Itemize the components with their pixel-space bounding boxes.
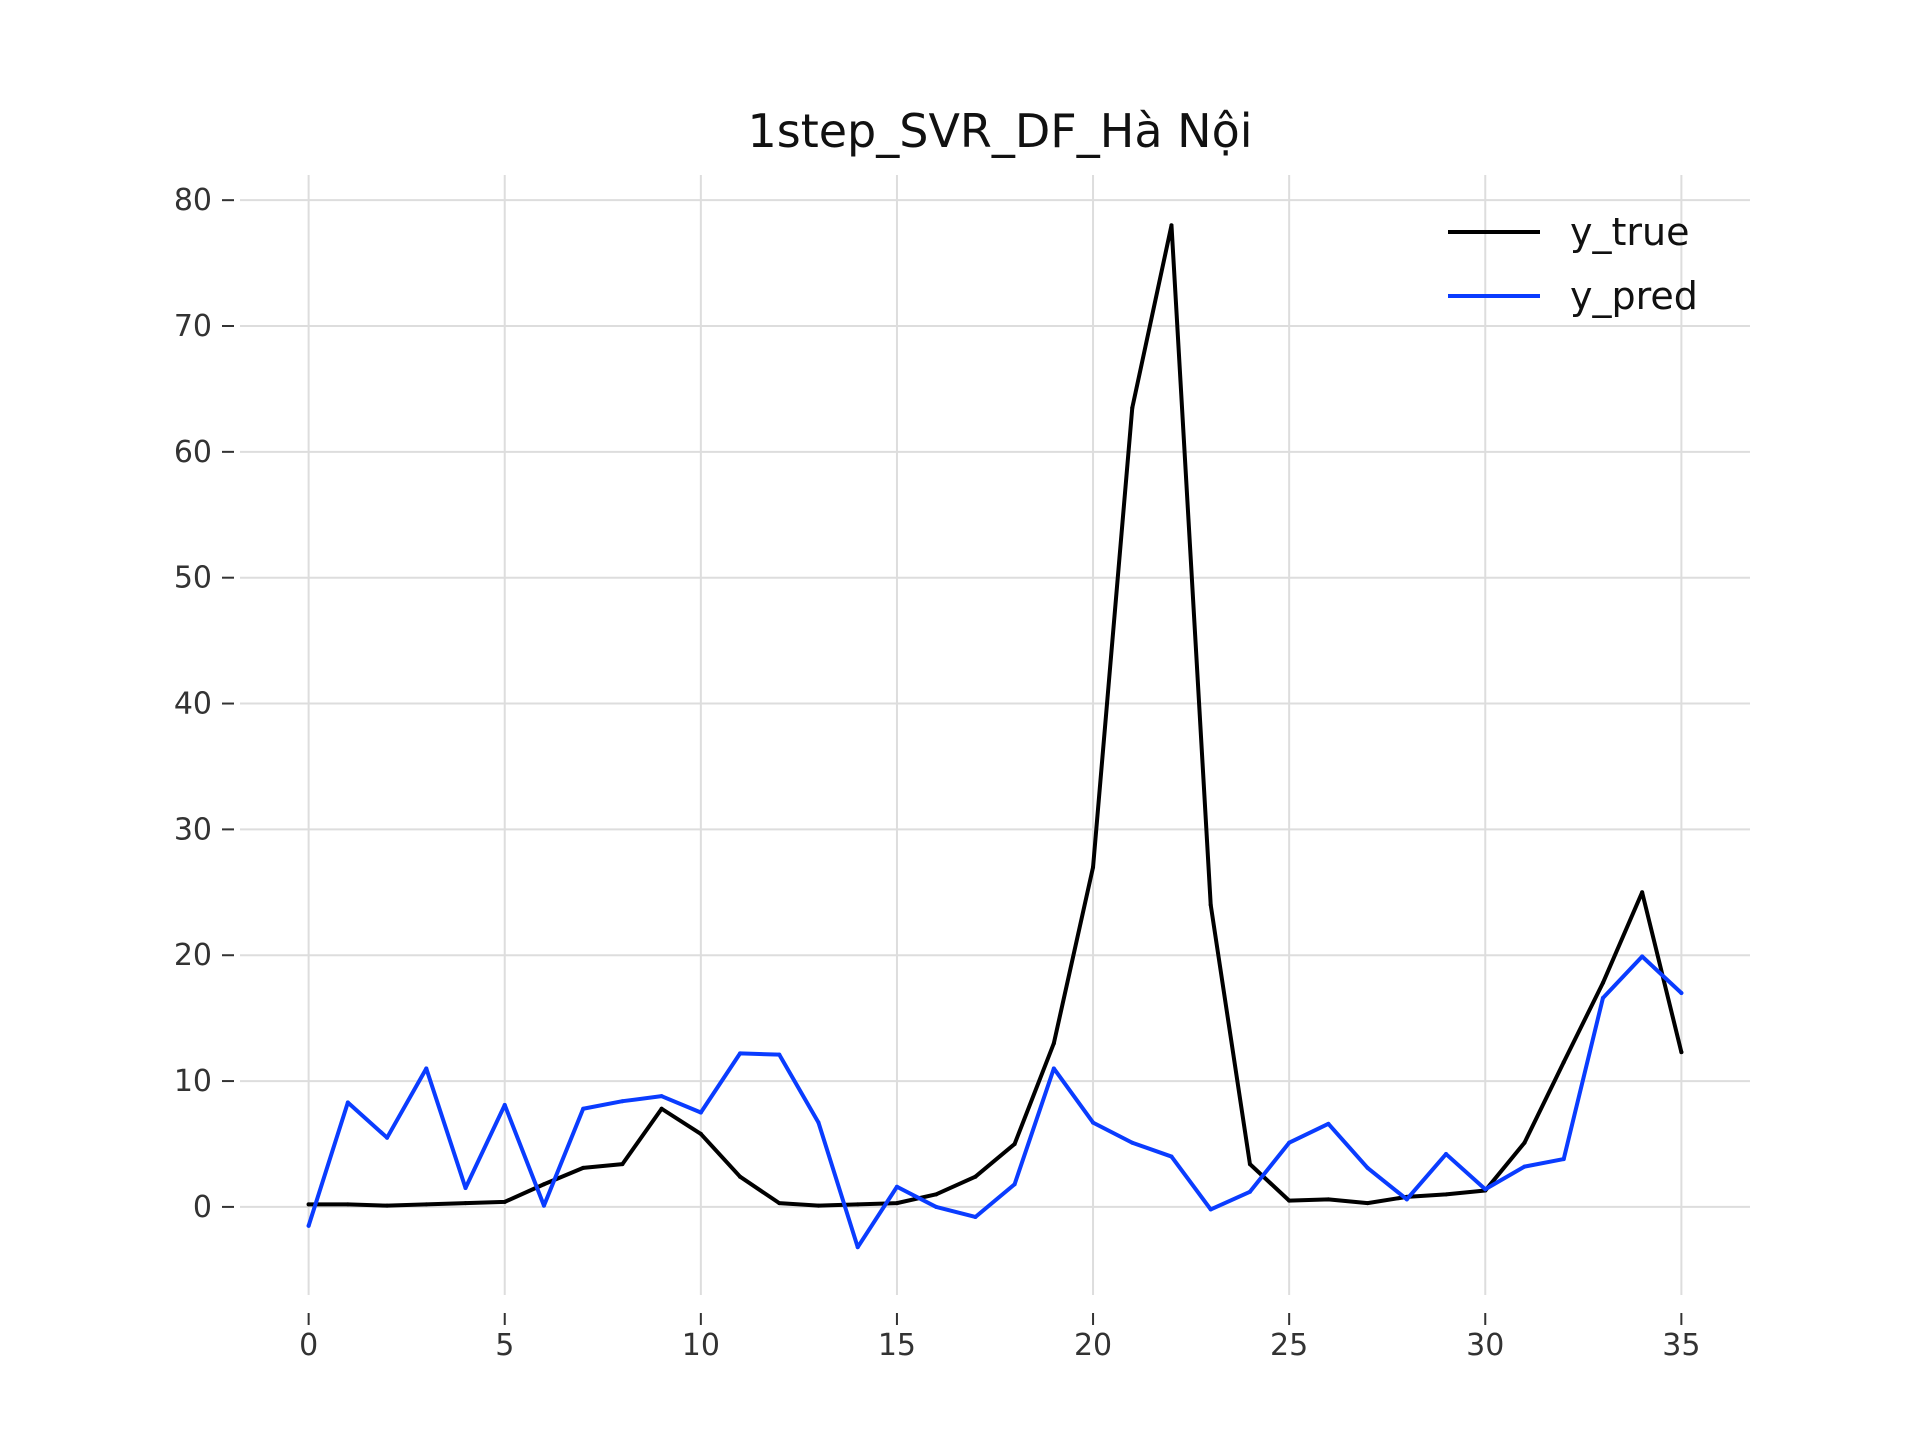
data-point-y-pred bbox=[1600, 996, 1605, 1001]
data-point-y-pred bbox=[1326, 1121, 1331, 1126]
data-point-y-true bbox=[855, 1202, 860, 1207]
x-tick-label: 10 bbox=[682, 1328, 720, 1363]
data-point-y-true bbox=[1091, 865, 1096, 870]
data-point-y-pred bbox=[1091, 1120, 1096, 1125]
data-point-y-pred bbox=[1012, 1182, 1017, 1187]
data-point-y-true bbox=[345, 1202, 350, 1207]
y-tick-label: 10 bbox=[174, 1064, 212, 1099]
data-point-y-true bbox=[385, 1203, 390, 1208]
data-point-y-true bbox=[463, 1201, 468, 1206]
x-tick-label: 35 bbox=[1662, 1328, 1700, 1363]
data-point-y-true bbox=[1012, 1141, 1017, 1146]
data-point-y-pred bbox=[738, 1051, 743, 1056]
y-tick-label: 0 bbox=[193, 1190, 212, 1225]
y-tick-label: 60 bbox=[174, 435, 212, 470]
data-point-y-true bbox=[1247, 1162, 1252, 1167]
data-point-y-pred bbox=[855, 1245, 860, 1250]
data-point-y-pred bbox=[1169, 1154, 1174, 1159]
data-point-y-true bbox=[894, 1201, 899, 1206]
data-point-y-true bbox=[1208, 902, 1213, 907]
data-point-y-pred bbox=[973, 1214, 978, 1219]
data-point-y-pred bbox=[463, 1186, 468, 1191]
data-point-y-pred bbox=[659, 1094, 664, 1099]
x-tick-label: 15 bbox=[878, 1328, 916, 1363]
series-lines bbox=[306, 223, 1684, 1250]
series-line-y-pred bbox=[306, 954, 1684, 1250]
data-point-y-true bbox=[1640, 890, 1645, 895]
data-point-y-pred bbox=[620, 1099, 625, 1104]
data-point-y-true bbox=[698, 1131, 703, 1136]
x-tick-label: 5 bbox=[495, 1328, 514, 1363]
chart-title: 1step_SVR_DF_Hà Nội bbox=[747, 104, 1252, 158]
data-point-y-true bbox=[1287, 1198, 1292, 1203]
data-point-y-pred bbox=[777, 1052, 782, 1057]
y-tick-label: 80 bbox=[174, 183, 212, 218]
legend-label-y-true: y_true bbox=[1570, 210, 1689, 254]
data-point-y-pred bbox=[1679, 990, 1684, 995]
data-point-y-true bbox=[934, 1192, 939, 1197]
data-point-y-pred bbox=[502, 1102, 507, 1107]
data-point-y-pred bbox=[1365, 1165, 1370, 1170]
data-point-y-pred bbox=[345, 1100, 350, 1105]
data-point-y-true bbox=[306, 1202, 311, 1207]
data-point-y-true bbox=[1679, 1050, 1684, 1055]
data-point-y-true bbox=[1326, 1197, 1331, 1202]
data-point-y-pred bbox=[385, 1135, 390, 1140]
data-point-y-pred bbox=[1561, 1157, 1566, 1162]
x-tick-label: 0 bbox=[299, 1328, 318, 1363]
data-point-y-pred bbox=[1247, 1189, 1252, 1194]
data-point-y-true bbox=[581, 1165, 586, 1170]
legend-label-y-pred: y_pred bbox=[1570, 274, 1698, 318]
data-point-y-true bbox=[1600, 980, 1605, 985]
data-point-y-pred bbox=[541, 1203, 546, 1208]
data-point-y-pred bbox=[1404, 1197, 1409, 1202]
data-point-y-true bbox=[659, 1106, 664, 1111]
data-point-y-true bbox=[541, 1182, 546, 1187]
y-tick-label: 70 bbox=[174, 309, 212, 344]
y-tick-label: 50 bbox=[174, 561, 212, 596]
data-point-y-pred bbox=[1522, 1164, 1527, 1169]
x-tick-label: 25 bbox=[1270, 1328, 1308, 1363]
data-point-y-pred bbox=[1208, 1207, 1213, 1212]
data-point-y-pred bbox=[1640, 954, 1645, 959]
y-tick-label: 40 bbox=[174, 687, 212, 722]
data-point-y-true bbox=[738, 1174, 743, 1179]
data-point-y-true bbox=[1561, 1060, 1566, 1065]
data-point-y-true bbox=[424, 1202, 429, 1207]
y-tick-label: 20 bbox=[174, 938, 212, 973]
data-point-y-true bbox=[1130, 405, 1135, 410]
data-point-y-pred bbox=[1483, 1187, 1488, 1192]
legend: y_true y_pred bbox=[1448, 210, 1698, 318]
data-point-y-pred bbox=[424, 1066, 429, 1071]
data-point-y-pred bbox=[1287, 1140, 1292, 1145]
data-point-y-pred bbox=[581, 1106, 586, 1111]
data-point-y-pred bbox=[698, 1110, 703, 1115]
data-point-y-true bbox=[777, 1201, 782, 1206]
data-point-y-pred bbox=[934, 1204, 939, 1209]
data-point-y-true bbox=[1169, 223, 1174, 228]
data-point-y-pred bbox=[816, 1120, 821, 1125]
data-point-y-true bbox=[620, 1162, 625, 1167]
x-tick-label: 30 bbox=[1466, 1328, 1504, 1363]
data-point-y-pred bbox=[1130, 1140, 1135, 1145]
grid bbox=[240, 175, 1750, 1295]
axes: 0 5 10 15 20 25 30 35 0 10 20 30 40 50 60 70 80 bbox=[174, 183, 1701, 1363]
data-point-y-true bbox=[973, 1174, 978, 1179]
data-point-y-true bbox=[816, 1203, 821, 1208]
data-point-y-true bbox=[1365, 1201, 1370, 1206]
series-line-y-true bbox=[306, 223, 1684, 1208]
data-point-y-true bbox=[1444, 1192, 1449, 1197]
data-point-y-pred bbox=[306, 1223, 311, 1228]
x-tick-label: 20 bbox=[1074, 1328, 1112, 1363]
data-point-y-true bbox=[1522, 1140, 1527, 1145]
data-point-y-true bbox=[502, 1199, 507, 1204]
data-point-y-pred bbox=[894, 1184, 899, 1189]
y-tick-label: 30 bbox=[174, 812, 212, 847]
data-point-y-pred bbox=[1444, 1152, 1449, 1157]
data-point-y-true bbox=[1051, 1041, 1056, 1046]
data-point-y-pred bbox=[1051, 1066, 1056, 1071]
